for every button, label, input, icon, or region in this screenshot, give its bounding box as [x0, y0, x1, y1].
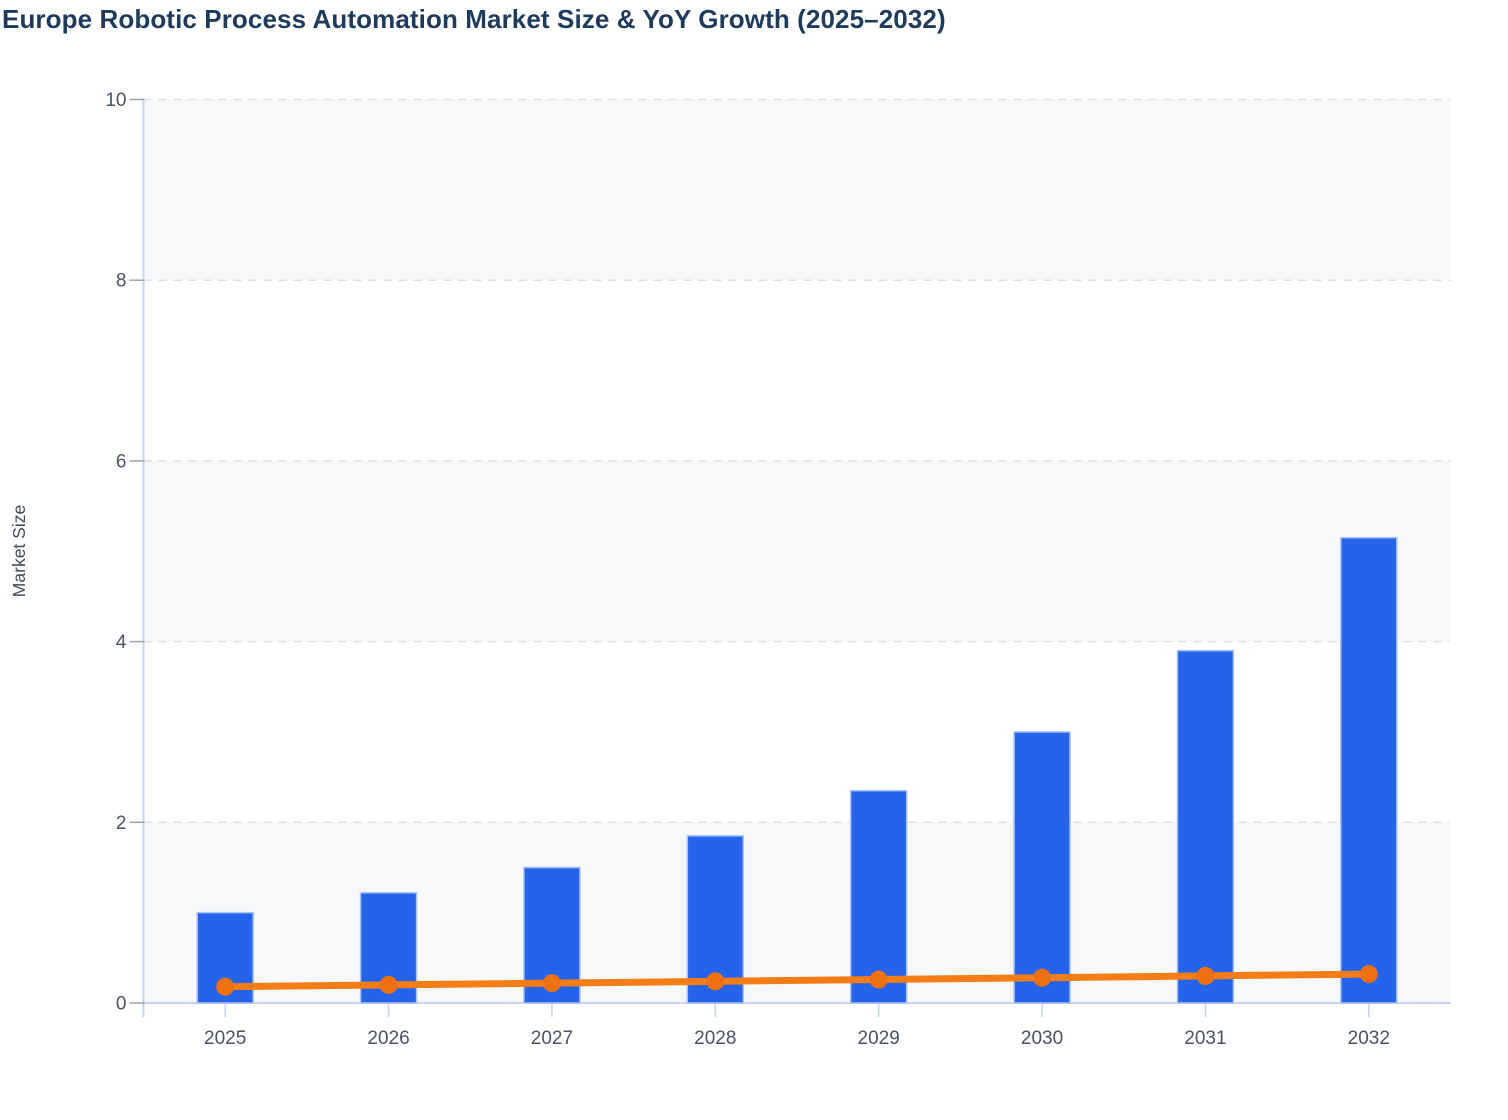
yoy-growth-line: [221, 970, 1373, 991]
chart-title: Europe Robotic Process Automation Market…: [2, 4, 946, 34]
x-tick-label-2027: 2027: [531, 1028, 573, 1049]
tick-marks: [129, 98, 1370, 1017]
yoy-growth-point-2025: [216, 977, 235, 996]
y-axis-title: Market Size: [9, 505, 29, 597]
x-tick-label-2028: 2028: [694, 1028, 736, 1049]
yoy-growth-point-2027: [542, 974, 561, 993]
x-tick-label-2029: 2029: [858, 1028, 900, 1049]
yoy-growth-line-series: [216, 965, 1378, 996]
y-tick-label-10: 10: [105, 90, 126, 111]
x-tick-label-2030: 2030: [1021, 1028, 1063, 1049]
gridlines: [143, 98, 1451, 824]
y-tick-label-0: 0: [116, 994, 127, 1015]
plot-background-bands: [143, 99, 1451, 1003]
yoy-growth-point-2030: [1033, 968, 1052, 987]
y-tick-label-4: 4: [116, 632, 127, 653]
y-tick-label-6: 6: [116, 451, 127, 472]
bar-2030: [1013, 731, 1071, 1004]
bar-2032: [1340, 536, 1398, 1004]
tick-labels: 0 2 4 6 8 10 2025 2026 2027 2028 2029 2030 2031 2032: [105, 90, 1390, 1049]
bar-2031: [1176, 649, 1235, 1004]
bar-2029: [849, 789, 908, 1004]
y-tick-label-2: 2: [116, 813, 127, 834]
yoy-growth-point-2028: [706, 972, 725, 991]
x-tick-label-2032: 2032: [1348, 1028, 1390, 1049]
x-tick-label-2025: 2025: [204, 1028, 246, 1049]
yoy-growth-point-2029: [869, 970, 888, 989]
yoy-growth-point-2026: [379, 975, 398, 994]
yoy-growth-point-2031: [1196, 966, 1215, 985]
yoy-growth-point-2032: [1359, 965, 1378, 984]
plot-band-8-10: [143, 99, 1451, 281]
x-tick-label-2026: 2026: [367, 1028, 409, 1049]
plot-band-4-6: [143, 460, 1451, 642]
y-tick-label-8: 8: [116, 271, 127, 292]
x-tick-label-2031: 2031: [1184, 1028, 1226, 1049]
